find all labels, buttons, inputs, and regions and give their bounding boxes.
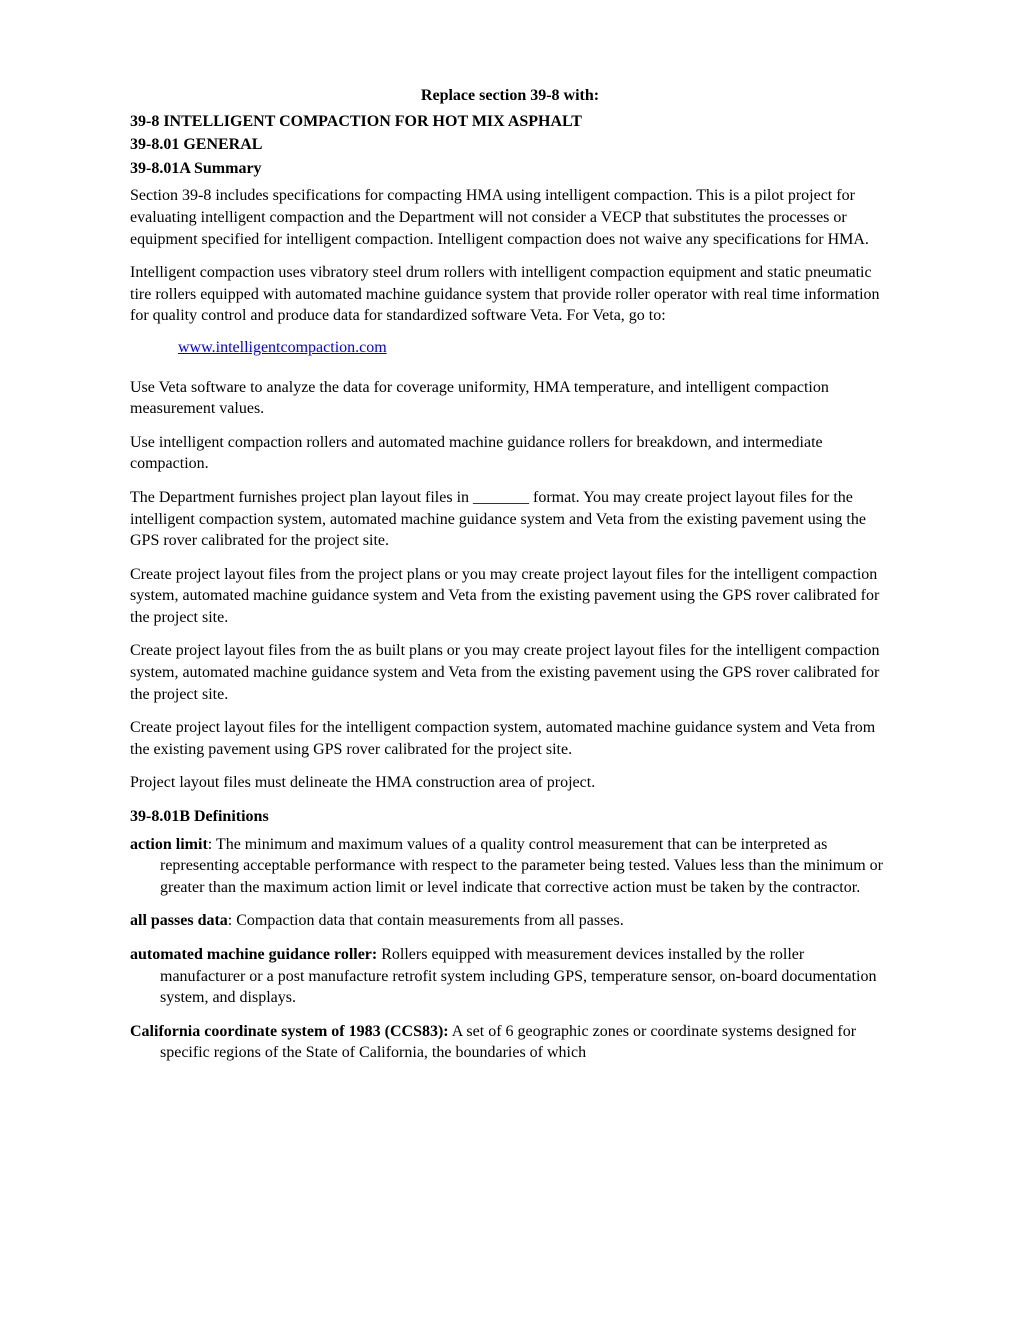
definition-action-limit: action limit: The minimum and maximum va…: [130, 834, 890, 899]
definition-ccs83: California coordinate system of 1983 (CC…: [130, 1021, 890, 1064]
link-intelligentcompaction[interactable]: www.intelligentcompaction.com: [178, 337, 387, 359]
section-title-main: 39-8 INTELLIGENT COMPACTION FOR HOT MIX …: [130, 111, 890, 133]
definition-amg-roller: automated machine guidance roller: Rolle…: [130, 944, 890, 1009]
definition-all-passes: all passes data: Compaction data that co…: [130, 910, 890, 932]
def-body-action-limit: : The minimum and maximum values of a qu…: [160, 836, 883, 896]
paragraph-veta: Intelligent compaction uses vibratory st…: [130, 262, 890, 327]
def-term-all-passes: all passes data: [130, 912, 228, 929]
paragraph-veta-use: Use Veta software to analyze the data fo…: [130, 377, 890, 420]
paragraph-create2: Create project layout files from the as …: [130, 640, 890, 705]
def-term-amg-roller: automated machine guidance roller:: [130, 946, 377, 963]
paragraph-department: The Department furnishes project plan la…: [130, 487, 890, 552]
replace-instruction: Replace section 39-8 with:: [130, 85, 890, 107]
section-title-summary: 39-8.01A Summary: [130, 158, 890, 180]
paragraph-create1: Create project layout files from the pro…: [130, 564, 890, 629]
def-term-action-limit: action limit: [130, 836, 208, 853]
section-title-general: 39-8.01 GENERAL: [130, 134, 890, 156]
paragraph-intro: Section 39-8 includes specifications for…: [130, 185, 890, 250]
paragraph-delineate: Project layout files must delineate the …: [130, 772, 890, 794]
paragraph-rollers: Use intelligent compaction rollers and a…: [130, 432, 890, 475]
def-term-ccs83: California coordinate system of 1983 (CC…: [130, 1023, 449, 1040]
section-title-definitions: 39-8.01B Definitions: [130, 806, 890, 828]
def-body-all-passes: : Compaction data that contain measureme…: [228, 912, 624, 929]
paragraph-create3: Create project layout files for the inte…: [130, 717, 890, 760]
